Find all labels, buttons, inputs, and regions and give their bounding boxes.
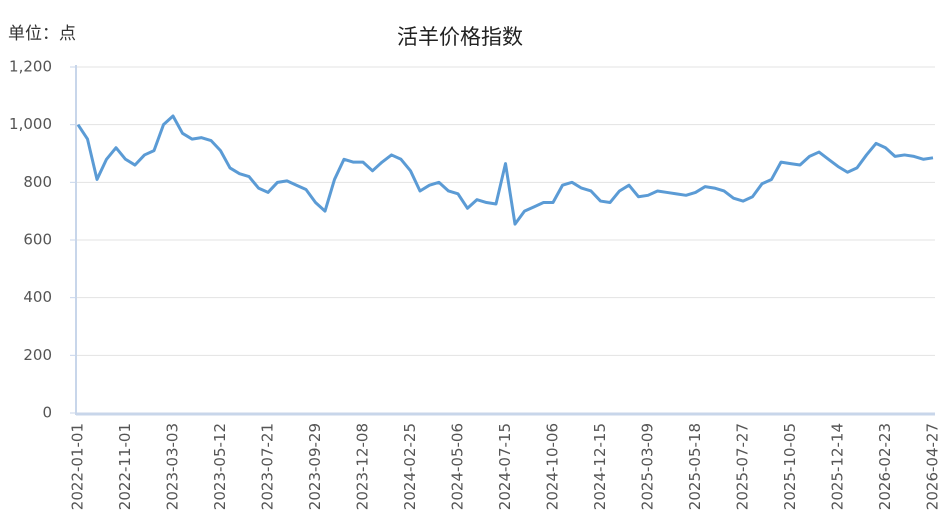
x-tick-label: 2022-01-01 (69, 423, 87, 510)
x-tick-label: 2023-05-12 (211, 423, 229, 510)
y-tick-label: 800 (23, 173, 52, 191)
x-tick-label: 2023-03-03 (164, 423, 182, 510)
x-tick-label: 2023-12-08 (354, 423, 372, 510)
x-tick-label: 2022-11-01 (116, 423, 134, 510)
x-tick-label: 2025-03-09 (639, 423, 657, 510)
x-tick-label: 2026-02-23 (876, 423, 894, 510)
x-tick-label: 2025-05-18 (686, 423, 704, 510)
x-tick-label: 2024-02-25 (401, 423, 419, 510)
y-tick-label: 200 (23, 346, 52, 364)
y-tick-label: 400 (23, 288, 52, 306)
series-line (76, 114, 934, 226)
x-tick-label: 2024-07-15 (496, 423, 514, 510)
x-tick-label: 2024-10-06 (544, 423, 562, 510)
chart-title: 活羊价格指数 (397, 25, 523, 49)
y-tick-label: 1,200 (9, 58, 52, 76)
x-tick-label: 2026-04-27 (924, 423, 942, 510)
x-tick-label: 2023-07-21 (259, 423, 277, 510)
unit-label: 单位：点 (8, 24, 76, 44)
x-tick-label: 2025-12-14 (829, 423, 847, 510)
x-tick-label: 2025-07-27 (734, 423, 752, 510)
x-tick-label: 2024-05-06 (449, 423, 467, 510)
x-tick-label: 2024-12-15 (591, 423, 609, 510)
x-tick-label: 2023-09-29 (306, 423, 324, 510)
y-tick-label: 600 (23, 231, 52, 249)
y-tick-label: 0 (42, 404, 52, 422)
x-tick-label: 2025-10-05 (781, 423, 799, 510)
y-tick-label: 1,000 (9, 115, 52, 133)
